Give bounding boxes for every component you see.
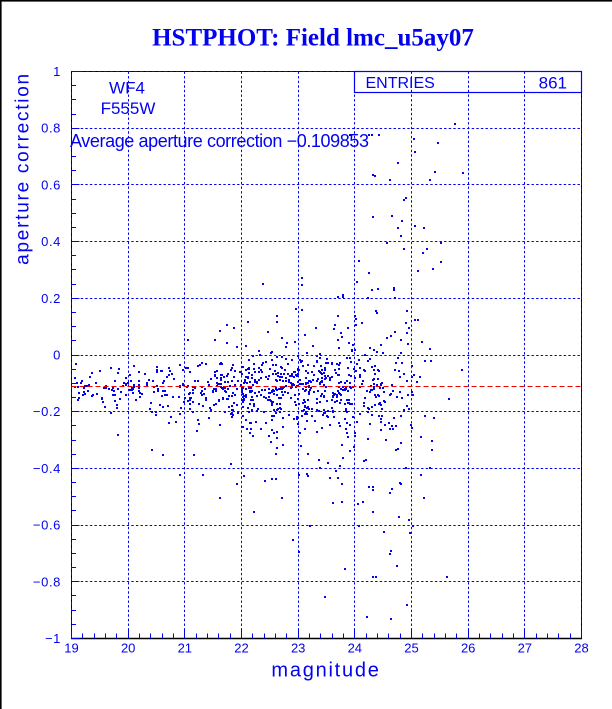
svg-text:1: 1 (53, 64, 61, 79)
svg-text:20: 20 (121, 641, 135, 656)
svg-text:0.8: 0.8 (41, 121, 61, 136)
svg-text:0.6: 0.6 (41, 177, 61, 192)
svg-text:Average aperture correction −0: Average aperture correction −0.109853 (70, 131, 369, 151)
svg-text:0.4: 0.4 (41, 234, 61, 249)
svg-text:ENTRIES: ENTRIES (366, 75, 435, 92)
svg-text:0: 0 (53, 348, 61, 363)
svg-text:24: 24 (348, 641, 362, 656)
svg-text:−0.8: −0.8 (33, 574, 61, 589)
svg-text:27: 27 (518, 641, 532, 656)
svg-text:−0.6: −0.6 (33, 518, 61, 533)
svg-text:WF4: WF4 (109, 78, 145, 97)
svg-text:−1: −1 (45, 631, 61, 646)
svg-text:22: 22 (234, 641, 248, 656)
svg-text:19: 19 (64, 641, 78, 656)
svg-text:0.2: 0.2 (41, 291, 61, 306)
svg-text:28: 28 (574, 641, 588, 656)
svg-text:−0.4: −0.4 (33, 461, 61, 476)
svg-text:−0.2: −0.2 (33, 404, 61, 419)
svg-text:F555W: F555W (101, 99, 156, 118)
svg-text:HSTPHOT: Field lmc_u5ay07: HSTPHOT: Field lmc_u5ay07 (152, 25, 474, 52)
svg-text:21: 21 (178, 641, 192, 656)
svg-text:26: 26 (461, 641, 475, 656)
svg-text:aperture correction: aperture correction (13, 72, 34, 265)
svg-text:23: 23 (291, 641, 305, 656)
svg-text:25: 25 (404, 641, 418, 656)
svg-text:magnitude: magnitude (271, 659, 380, 681)
svg-text:861: 861 (539, 74, 567, 93)
